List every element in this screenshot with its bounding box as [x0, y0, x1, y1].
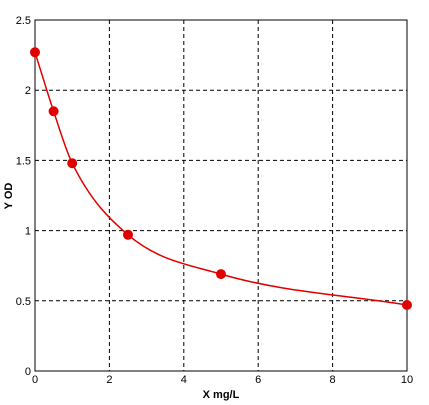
- grid-lines: [35, 20, 407, 371]
- y-tick-label: 2.5: [16, 15, 31, 27]
- data-points: [30, 47, 412, 311]
- x-tick-labels: 0 2 4 6 8 10: [32, 374, 413, 386]
- data-point: [48, 106, 59, 117]
- x-tick-label: 6: [255, 374, 261, 386]
- x-tick-label: 4: [181, 374, 187, 386]
- y-tick-label: 0: [25, 366, 31, 378]
- y-tick-label: 0.5: [16, 296, 31, 308]
- data-point: [30, 47, 40, 58]
- data-point: [123, 229, 133, 240]
- x-axis-title: X mg/L: [203, 389, 240, 401]
- y-axis-title: Y OD: [3, 183, 15, 210]
- data-point: [67, 158, 78, 169]
- x-tick-label: 10: [401, 374, 413, 386]
- data-point: [402, 300, 412, 311]
- x-tick-label: 2: [106, 374, 112, 386]
- y-tick-label: 1: [25, 226, 31, 238]
- y-tick-label: 2: [25, 85, 31, 97]
- plot-frame: [34, 19, 408, 372]
- x-tick-label: 0: [32, 374, 38, 386]
- y-tick-labels: 0 0.5 1 1.5 2 2.5: [16, 15, 31, 378]
- x-tick-label: 8: [330, 374, 336, 386]
- y-tick-label: 1.5: [16, 155, 31, 167]
- data-point: [216, 269, 226, 280]
